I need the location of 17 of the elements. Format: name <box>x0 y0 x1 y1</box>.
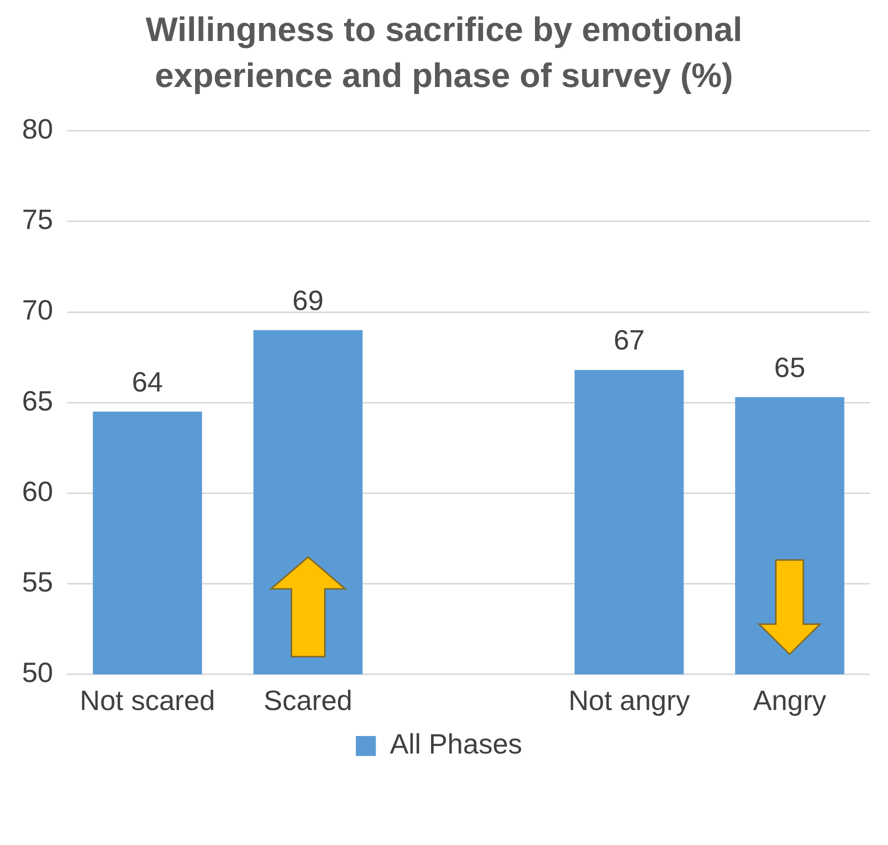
chart-title: Willingness to sacrifice by emotional experience and phase of survey (%) <box>144 10 744 97</box>
data-label: 64 <box>132 366 164 398</box>
y-tick-label: 65 <box>22 385 54 416</box>
y-tick-label: 60 <box>22 476 54 507</box>
x-tick-label: Scared <box>264 684 352 716</box>
legend-label: All Phases <box>390 728 522 760</box>
y-tick-label: 80 <box>22 113 54 144</box>
y-tick-label: 70 <box>22 294 54 326</box>
data-label: 69 <box>292 284 324 316</box>
data-label: 65 <box>774 352 806 383</box>
data-label: 67 <box>614 324 645 356</box>
y-tick-label: 75 <box>22 204 54 235</box>
y-tick-label: 55 <box>22 566 54 598</box>
x-tick-label: Not angry <box>568 684 690 716</box>
x-tick-label: Not scared <box>80 684 216 716</box>
x-tick-label: Angry <box>753 684 826 716</box>
y-tick-label: 50 <box>22 656 54 688</box>
